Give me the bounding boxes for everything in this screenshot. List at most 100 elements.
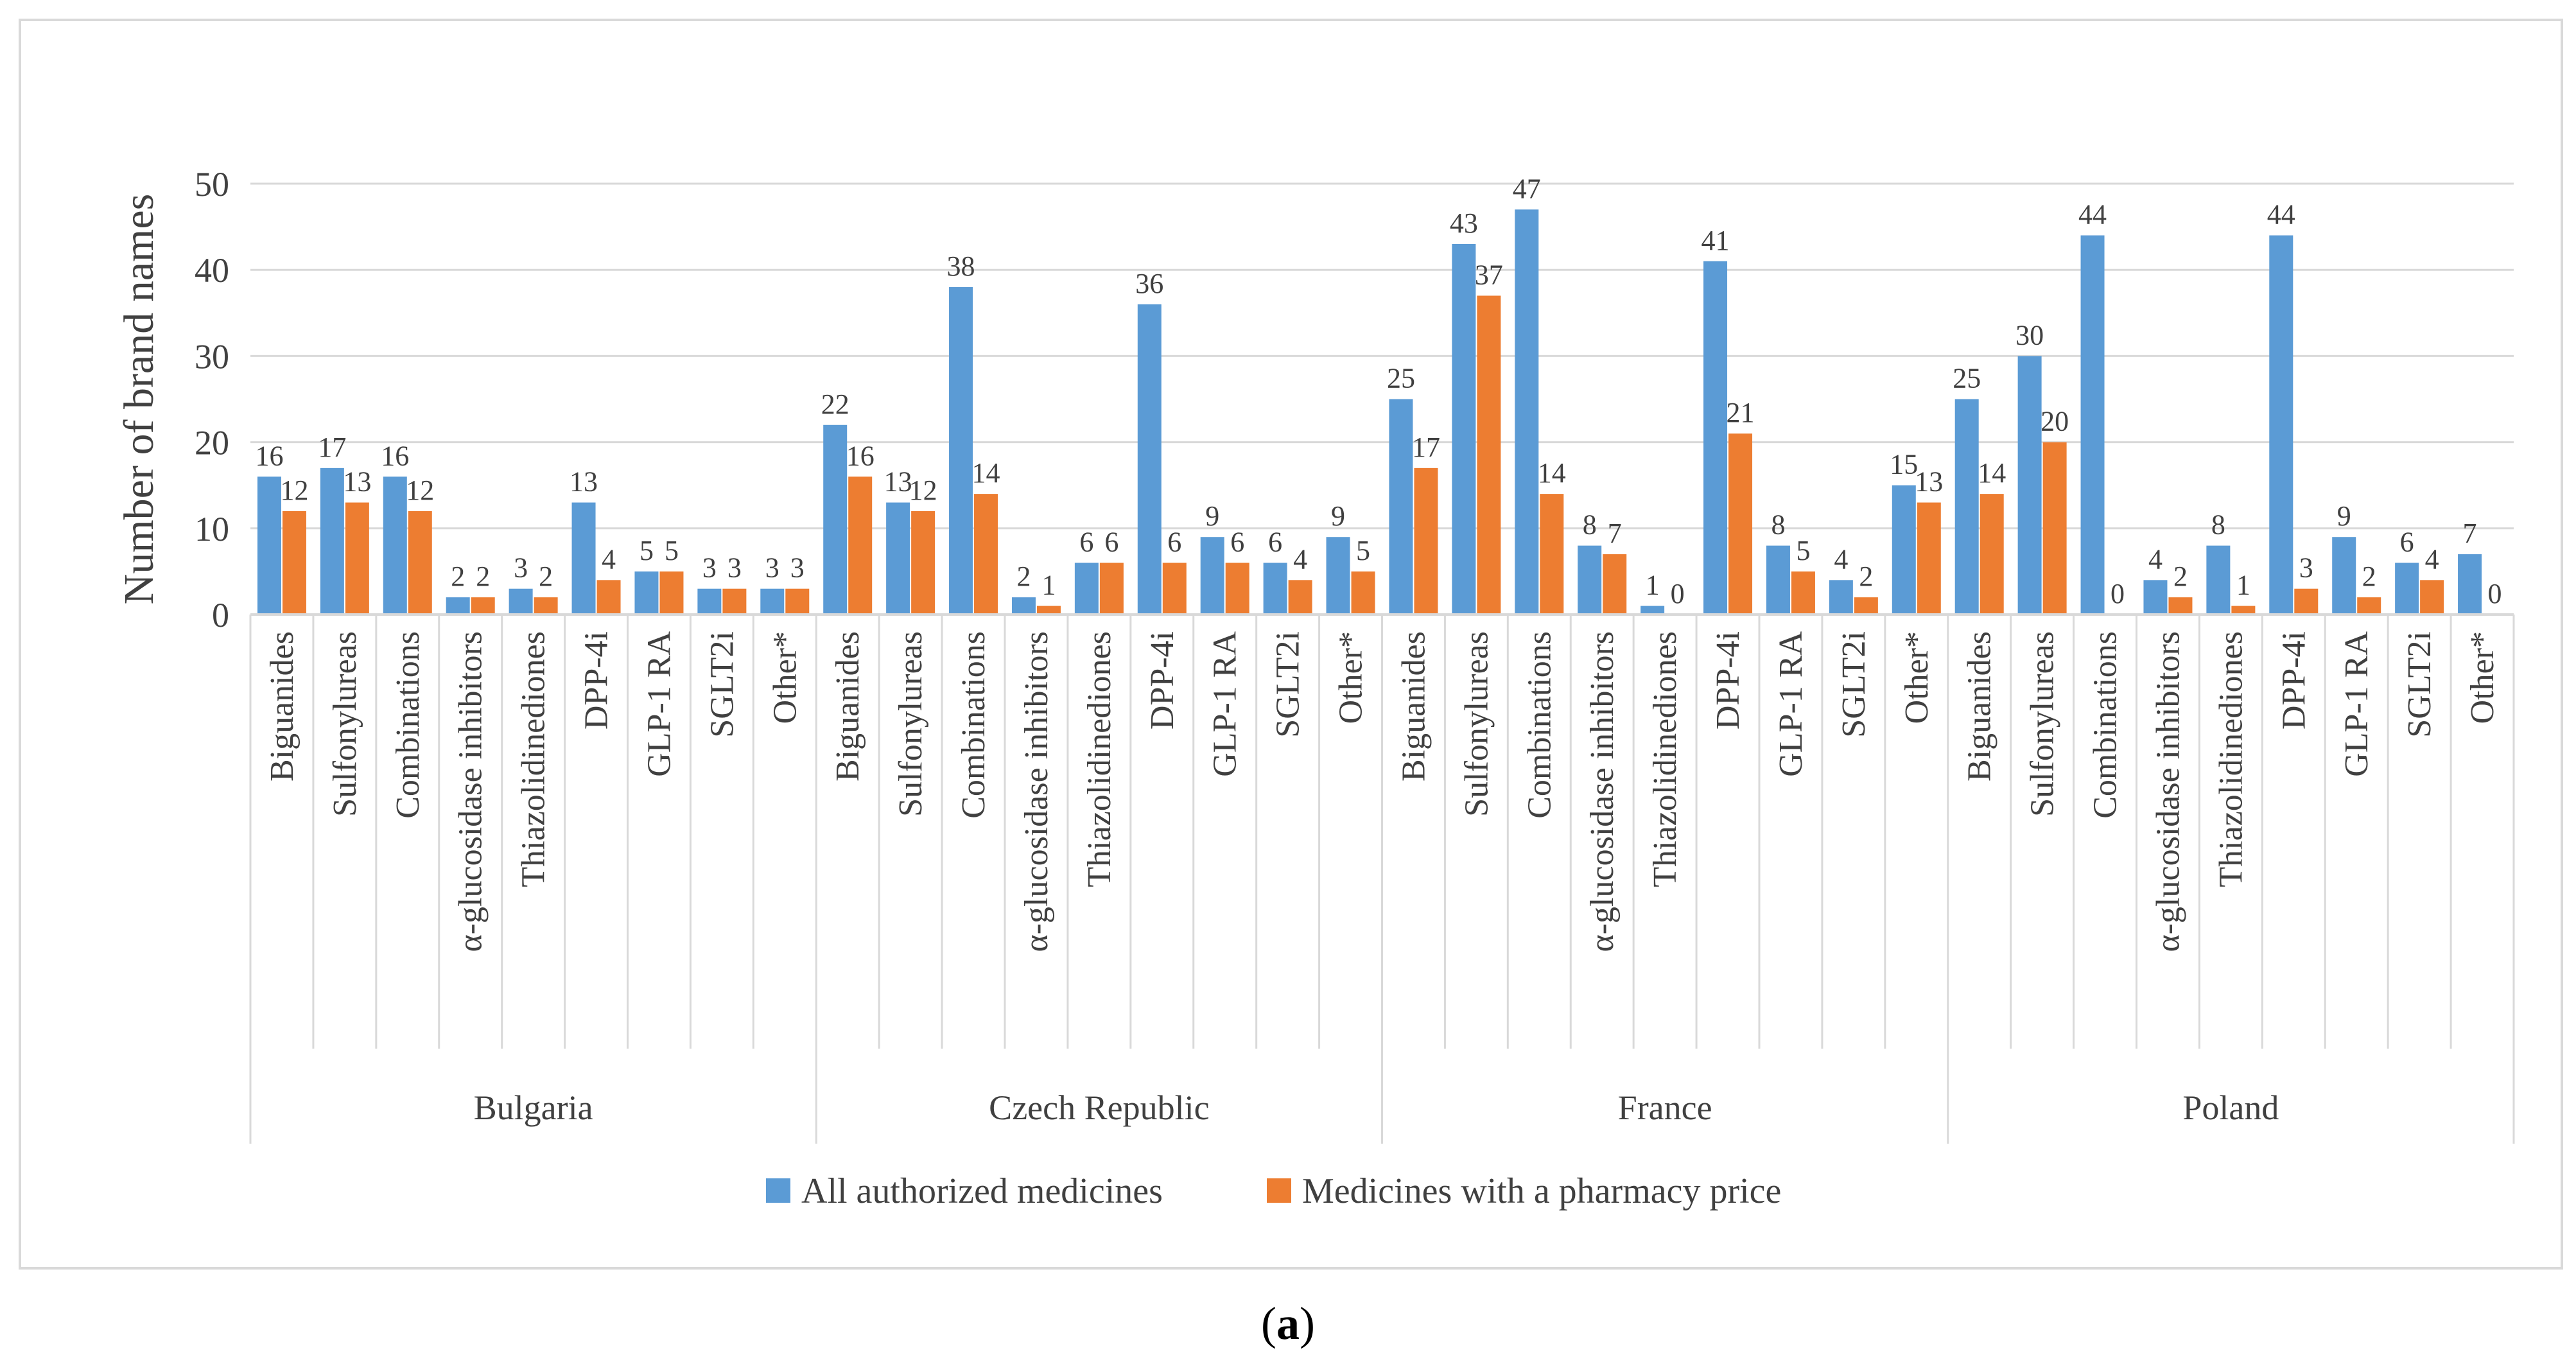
bar-bulgaria-all xyxy=(634,571,659,615)
bar-poland-pharmacy xyxy=(1980,494,2004,615)
data-label: 1 xyxy=(2236,570,2250,601)
x-category-label: α-glucosidase inhibitors xyxy=(2150,631,2186,952)
data-label: 5 xyxy=(1356,535,1370,566)
bar-bulgaria-pharmacy xyxy=(345,502,369,615)
data-label: 0 xyxy=(2110,578,2125,609)
x-category-label: Biguanides xyxy=(830,631,866,782)
x-category-label: α-glucosidase inhibitors xyxy=(1584,631,1621,952)
bars xyxy=(257,209,2482,615)
bar-poland-pharmacy xyxy=(2042,442,2067,615)
data-label: 3 xyxy=(2299,552,2313,584)
y-tick-label: 50 xyxy=(195,165,229,204)
x-category-label: DPP-4i xyxy=(1144,631,1181,729)
bar-czech-republic-pharmacy xyxy=(911,511,936,615)
bar-czech-republic-pharmacy xyxy=(1162,563,1187,615)
bar-poland-all xyxy=(2458,554,2482,615)
x-category-label: DPP-4i xyxy=(579,631,615,729)
x-category-label: Thiazolidinediones xyxy=(516,631,552,887)
data-label: 4 xyxy=(602,543,616,575)
data-label: 5 xyxy=(640,535,654,566)
data-label: 2 xyxy=(1016,561,1031,592)
data-label: 13 xyxy=(343,466,371,498)
bar-bulgaria-pharmacy xyxy=(785,588,810,615)
bar-poland-all xyxy=(2080,235,2105,615)
data-label: 25 xyxy=(1387,363,1415,394)
x-category-label: Sulfonylureas xyxy=(327,631,363,817)
data-label: 17 xyxy=(318,432,346,463)
bar-poland-all xyxy=(2017,356,2042,615)
x-category-label: Biguanides xyxy=(1962,631,1998,782)
data-label: 7 xyxy=(1608,518,1622,549)
bar-poland-all xyxy=(2395,563,2419,615)
bar-bulgaria-pharmacy xyxy=(659,571,684,615)
data-label: 4 xyxy=(2425,543,2439,575)
data-label: 5 xyxy=(665,535,679,566)
x-category-label: Combinations xyxy=(955,631,992,819)
y-tick-label: 20 xyxy=(195,424,229,462)
data-label: 6 xyxy=(1079,526,1093,557)
data-label: 7 xyxy=(2463,518,2477,549)
bar-poland-pharmacy xyxy=(2357,597,2381,615)
bar-bulgaria-all xyxy=(257,476,281,615)
x-category-label: SGLT2i xyxy=(1836,631,1872,738)
bar-czech-republic-pharmacy xyxy=(848,476,873,615)
bar-bulgaria-pharmacy xyxy=(282,511,306,615)
bar-czech-republic-all xyxy=(1263,563,1287,615)
bar-france-all xyxy=(1389,399,1413,615)
y-axis-title: Number of brand names xyxy=(116,194,162,605)
x-category-label: Other* xyxy=(767,631,803,724)
bar-czech-republic-all xyxy=(823,424,848,615)
data-label: 6 xyxy=(1104,526,1118,557)
data-label: 6 xyxy=(1167,526,1181,557)
data-label: 41 xyxy=(1701,225,1730,256)
bar-france-all xyxy=(1640,606,1665,615)
data-label: 16 xyxy=(846,440,875,471)
bar-poland-all xyxy=(2269,235,2293,615)
bar-czech-republic-all xyxy=(886,502,910,615)
x-category-label: Combinations xyxy=(1521,631,1558,819)
data-label: 6 xyxy=(2400,526,2414,557)
data-label: 20 xyxy=(2041,406,2069,437)
x-category-label: Other* xyxy=(2464,631,2501,724)
bar-czech-republic-all xyxy=(1200,537,1224,615)
data-label: 1 xyxy=(1646,570,1660,601)
data-label: 2 xyxy=(1859,561,1873,592)
data-label: 37 xyxy=(1475,259,1503,290)
data-label: 43 xyxy=(1450,207,1478,239)
data-label: 2 xyxy=(539,561,553,592)
x-category-label: GLP-1 RA xyxy=(1773,631,1809,777)
bar-poland-pharmacy xyxy=(2294,588,2319,615)
data-label: 6 xyxy=(1268,526,1282,557)
y-tick-label: 10 xyxy=(195,510,229,548)
chart-frame: 16 12 17 13 16 12 2 2 3 2 13 4 5 5 3 3 3 3 22 16 13 12 38 14 2 1 6… xyxy=(19,19,2563,1270)
x-category-label: Thiazolidinediones xyxy=(1081,631,1118,887)
x-category-label: Combinations xyxy=(2087,631,2124,819)
data-label: 2 xyxy=(2173,561,2188,592)
bar-poland-all xyxy=(2206,545,2231,615)
data-label: 3 xyxy=(727,552,742,584)
bar-czech-republic-pharmacy xyxy=(974,494,998,615)
bar-poland-pharmacy xyxy=(2231,606,2256,615)
data-label: 0 xyxy=(1671,578,1685,609)
data-label: 3 xyxy=(514,552,528,584)
x-category-label: α-glucosidase inhibitors xyxy=(453,631,489,952)
bar-bulgaria-all xyxy=(320,467,344,615)
bar-czech-republic-pharmacy xyxy=(1036,606,1061,615)
x-category-label: Other* xyxy=(1899,631,1935,724)
data-label: 14 xyxy=(972,457,1000,489)
bar-bulgaria-all xyxy=(383,476,407,615)
x-category-label: SGLT2i xyxy=(2401,631,2438,738)
bar-france-pharmacy xyxy=(1854,597,1878,615)
data-label: 14 xyxy=(1538,457,1566,489)
bar-france-pharmacy xyxy=(1728,433,1753,615)
bar-poland-all xyxy=(2143,580,2168,615)
x-category-label: Biguanides xyxy=(264,631,300,782)
data-label: 5 xyxy=(1796,535,1810,566)
bar-france-all xyxy=(1452,243,1476,615)
x-category-label: DPP-4i xyxy=(2276,631,2312,729)
bar-bulgaria-all xyxy=(697,588,722,615)
data-label: 2 xyxy=(476,561,490,592)
bar-czech-republic-pharmacy xyxy=(1099,563,1124,615)
bar-bulgaria-all xyxy=(571,502,596,615)
